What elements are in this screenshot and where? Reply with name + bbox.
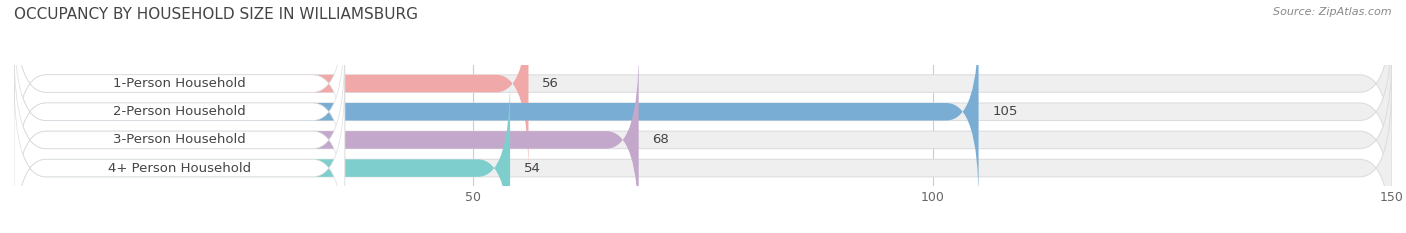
FancyBboxPatch shape: [14, 78, 510, 233]
FancyBboxPatch shape: [14, 0, 344, 173]
Text: Source: ZipAtlas.com: Source: ZipAtlas.com: [1274, 7, 1392, 17]
Text: 105: 105: [993, 105, 1018, 118]
Text: OCCUPANCY BY HOUSEHOLD SIZE IN WILLIAMSBURG: OCCUPANCY BY HOUSEHOLD SIZE IN WILLIAMSB…: [14, 7, 418, 22]
FancyBboxPatch shape: [14, 0, 1392, 173]
FancyBboxPatch shape: [14, 78, 1392, 233]
Text: 2-Person Household: 2-Person Household: [112, 105, 246, 118]
Text: 56: 56: [543, 77, 560, 90]
FancyBboxPatch shape: [14, 22, 979, 202]
FancyBboxPatch shape: [14, 50, 638, 230]
Text: 1-Person Household: 1-Person Household: [112, 77, 246, 90]
FancyBboxPatch shape: [14, 50, 344, 230]
FancyBboxPatch shape: [14, 0, 529, 173]
FancyBboxPatch shape: [14, 22, 1392, 202]
Text: 54: 54: [524, 161, 541, 175]
FancyBboxPatch shape: [14, 22, 344, 202]
FancyBboxPatch shape: [14, 50, 1392, 230]
Text: 68: 68: [652, 134, 669, 146]
Text: 4+ Person Household: 4+ Person Household: [108, 161, 250, 175]
Text: 3-Person Household: 3-Person Household: [112, 134, 246, 146]
FancyBboxPatch shape: [14, 78, 344, 233]
